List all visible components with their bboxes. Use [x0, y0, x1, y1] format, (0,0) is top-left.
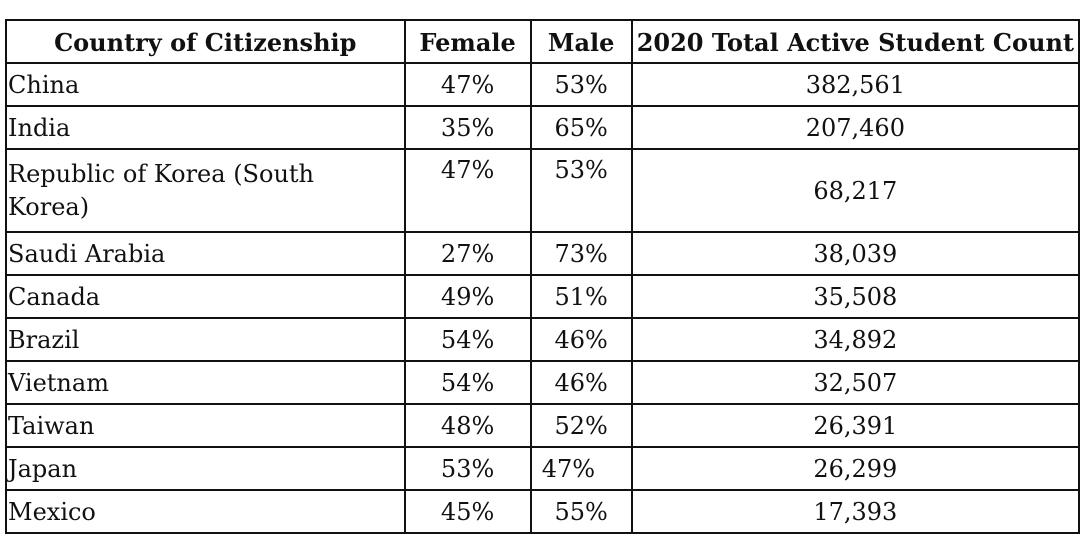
male-cell: 51%: [529, 274, 633, 319]
header-male: Male: [529, 19, 633, 64]
female-cell: 45%: [403, 489, 532, 534]
country-cell: Japan: [5, 446, 406, 491]
header-total: 2020 Total Active Student Count: [630, 19, 1080, 64]
male-cell: 53%: [529, 62, 633, 107]
total-cell: 17,393: [630, 489, 1080, 534]
male-cell: 53%: [529, 148, 633, 233]
female-cell: 48%: [403, 403, 532, 448]
total-cell: 38,039: [630, 231, 1080, 276]
male-cell: 73%: [529, 231, 633, 276]
country-cell: Mexico: [5, 489, 406, 534]
female-cell: 49%: [403, 274, 532, 319]
total-cell: 26,299: [630, 446, 1080, 491]
female-cell: 54%: [403, 317, 532, 362]
table-row: Saudi Arabia 27% 73% 38,039: [5, 231, 1080, 276]
total-cell: 207,460: [630, 105, 1080, 150]
male-cell: 52%: [529, 403, 633, 448]
female-cell: 35%: [403, 105, 532, 150]
country-cell: Republic of Korea (South Korea): [5, 148, 406, 233]
total-cell: 382,561: [630, 62, 1080, 107]
total-cell: 32,507: [630, 360, 1080, 405]
female-cell: 47%: [403, 62, 532, 107]
header-row: Country of Citizenship Female Male 2020 …: [5, 19, 1080, 64]
country-cell: Saudi Arabia: [5, 231, 406, 276]
table-body: China 47% 53% 382,561 India 35% 65% 207,…: [5, 62, 1080, 534]
male-cell: 55%: [529, 489, 633, 534]
country-cell: Canada: [5, 274, 406, 319]
total-cell: 68,217: [630, 148, 1080, 233]
table-row: Canada 49% 51% 35,508: [5, 274, 1080, 319]
male-cell: 47%: [529, 446, 633, 491]
table-row: Mexico 45% 55% 17,393: [5, 489, 1080, 534]
country-cell: Brazil: [5, 317, 406, 362]
table-row: Republic of Korea (South Korea) 47% 53% …: [5, 148, 1080, 233]
table-row: India 35% 65% 207,460: [5, 105, 1080, 150]
male-cell: 46%: [529, 317, 633, 362]
male-cell: 46%: [529, 360, 633, 405]
female-cell: 53%: [403, 446, 532, 491]
country-cell: Taiwan: [5, 403, 406, 448]
table-row: Vietnam 54% 46% 32,507: [5, 360, 1080, 405]
country-cell: China: [5, 62, 406, 107]
female-cell: 54%: [403, 360, 532, 405]
header-country: Country of Citizenship: [5, 19, 406, 64]
table-row: China 47% 53% 382,561: [5, 62, 1080, 107]
country-cell: Vietnam: [5, 360, 406, 405]
total-cell: 35,508: [630, 274, 1080, 319]
female-cell: 27%: [403, 231, 532, 276]
table-row: Japan 53% 47% 26,299: [5, 446, 1080, 491]
student-count-table: Country of Citizenship Female Male 2020 …: [5, 19, 1080, 534]
country-cell: India: [5, 105, 406, 150]
table-row: Brazil 54% 46% 34,892: [5, 317, 1080, 362]
total-cell: 34,892: [630, 317, 1080, 362]
total-cell: 26,391: [630, 403, 1080, 448]
female-cell: 47%: [403, 148, 532, 233]
table-header: Country of Citizenship Female Male 2020 …: [5, 19, 1080, 64]
table-row: Taiwan 48% 52% 26,391: [5, 403, 1080, 448]
male-cell: 65%: [529, 105, 633, 150]
header-female: Female: [403, 19, 532, 64]
